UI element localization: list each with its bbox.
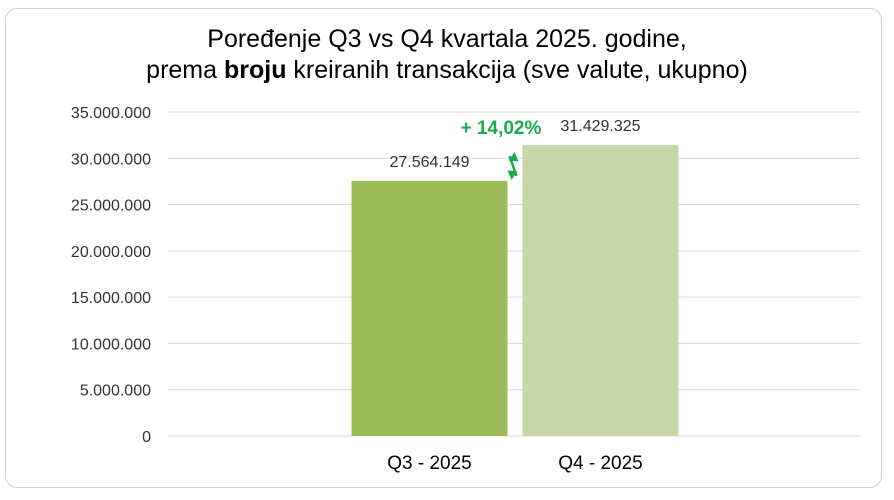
chart-title-line-1: Poređenje Q3 vs Q4 kvartala 2025. godine… xyxy=(207,25,687,53)
change-arrow-head-end xyxy=(508,152,519,162)
change-annotation: + 14,02% xyxy=(461,118,542,180)
y-tick-label: 25.000.000 xyxy=(71,198,151,215)
y-tick-label: 0 xyxy=(142,429,151,446)
data-label: 31.429.325 xyxy=(560,118,640,135)
y-tick-label: 35.000.000 xyxy=(71,105,151,122)
data-labels: 27.564.149 31.429.325 xyxy=(389,118,640,171)
y-axis-tick-labels: 0 5.000.000 10.000.000 15.000.000 20.000.000… xyxy=(71,105,151,446)
y-tick-label: 20.000.000 xyxy=(71,244,151,261)
bar xyxy=(522,145,679,436)
y-tick-label: 30.000.000 xyxy=(71,151,151,168)
y-tick-label: 5.000.000 xyxy=(80,383,151,400)
chart-title-line-2-start: prema xyxy=(146,56,224,84)
y-tick-label: 10.000.000 xyxy=(71,336,151,353)
chart-title-line-2-bold: broju xyxy=(223,56,287,84)
category-label: Q4 - 2025 xyxy=(558,453,643,474)
change-percent-label: + 14,02% xyxy=(461,118,542,139)
category-label: Q3 - 2025 xyxy=(387,453,472,474)
bars xyxy=(351,145,679,436)
y-tick-label: 15.000.000 xyxy=(71,290,151,307)
bar xyxy=(351,180,508,436)
data-label: 27.564.149 xyxy=(389,154,469,171)
change-arrow-head-start xyxy=(507,170,518,180)
chart-title-line-2-end: kreiranih transakcija (sve valute, ukupn… xyxy=(286,56,748,84)
category-labels: Q3 - 2025 Q4 - 2025 xyxy=(387,453,643,474)
chart-title: Poređenje Q3 vs Q4 kvartala 2025. godine… xyxy=(0,24,894,86)
chart-title-line-2: prema broju kreiranih transakcija (sve v… xyxy=(0,55,894,86)
